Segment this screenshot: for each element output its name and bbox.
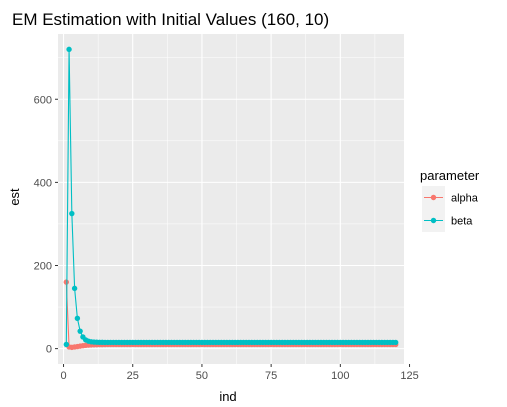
data-point-beta (71, 285, 78, 292)
data-point-beta (77, 328, 83, 334)
y-tick-label: 400 (34, 177, 52, 189)
legend-key-point (430, 194, 437, 201)
legend-label: alpha (451, 193, 479, 205)
legend-item-beta: beta (422, 209, 473, 232)
x-tick-label: 0 (60, 370, 66, 382)
data-point-alpha (63, 279, 70, 285)
data-point-beta (63, 341, 70, 348)
legend: parameter alpha beta (420, 168, 480, 232)
y-tick-label: 600 (34, 94, 52, 106)
chart-title: EM Estimation with Initial Values (160, … (12, 10, 329, 29)
x-tick-label: 75 (265, 370, 277, 382)
y-axis-title: est (7, 188, 22, 206)
x-tick-label: 100 (331, 370, 349, 382)
legend-label: beta (451, 216, 473, 228)
data-point-beta (66, 46, 72, 53)
legend-key-point (430, 217, 437, 224)
grid-lines (58, 34, 404, 364)
y-tick-label: 0 (46, 344, 52, 356)
plot-panel (58, 34, 404, 364)
y-tick-label: 200 (34, 260, 52, 272)
data-point-beta (69, 210, 75, 217)
x-tick-label: 25 (127, 370, 139, 382)
data-point-beta (392, 339, 399, 346)
legend-title: parameter (420, 168, 480, 183)
series-beta (63, 46, 399, 348)
x-axis-title: ind (219, 389, 236, 404)
data-point-beta (74, 315, 81, 321)
axes-layer: 0 25 50 75 100 125 0 200 400 600 (34, 94, 419, 382)
series-layer (63, 46, 399, 351)
x-tick-label: 125 (400, 370, 418, 382)
x-tick-label: 50 (196, 370, 208, 382)
legend-item-alpha: alpha (422, 186, 479, 209)
